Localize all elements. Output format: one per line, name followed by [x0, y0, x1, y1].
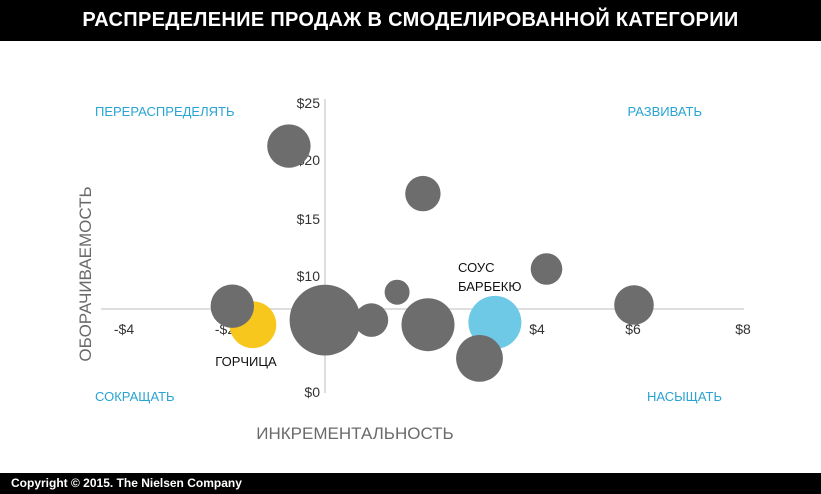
x-tick-label: -$4: [114, 321, 134, 337]
x-tick-label: $6: [625, 321, 641, 337]
bubble-point: [267, 124, 311, 168]
annotation-mustard: ГОРЧИЦА: [215, 354, 277, 369]
y-tick-label: $15: [297, 211, 321, 227]
x-tick-label: $4: [529, 321, 545, 337]
bubble-point: [405, 175, 441, 212]
y-axis-title: ОБОРАЧИВАЕМОСТЬ: [76, 186, 95, 361]
title-bar: РАСПРЕДЕЛЕНИЕ ПРОДАЖ В СМОДЕЛИРОВАННОЙ К…: [0, 0, 821, 41]
bubble-point: [614, 285, 654, 325]
quadrant-label-top-right: РАЗВИВАТЬ: [627, 104, 702, 119]
y-tick-label: $25: [297, 95, 321, 111]
bubble-point: [354, 303, 389, 337]
x-tick-label: $8: [735, 321, 751, 337]
bubble-point: [384, 279, 410, 305]
footer-bar: Copyright © 2015. The Nielsen Company: [0, 473, 821, 494]
y-tick-label: $0: [304, 384, 320, 400]
quadrant-label-bottom-left: СОКРАЩАТЬ: [95, 389, 175, 404]
y-tick-label: $10: [297, 268, 321, 284]
annotation-bbq-line-1: СОУС: [458, 260, 495, 275]
bubble-point: [530, 253, 563, 285]
bubble-point: [210, 284, 254, 328]
copyright-text: Copyright © 2015. The Nielsen Company: [11, 476, 242, 490]
bubble-point: [289, 284, 361, 356]
quadrant-label-bottom-right: НАСЫЩАТЬ: [647, 389, 722, 404]
page-title: РАСПРЕДЕЛЕНИЕ ПРОДАЖ В СМОДЕЛИРОВАННОЙ К…: [82, 9, 739, 31]
bubble-series: [210, 124, 654, 382]
bubble-point: [456, 335, 503, 382]
quadrant-label-top-left: ПЕРЕРАСПРЕДЕЛЯТЬ: [95, 104, 234, 119]
bubble-chart: ПЕРЕРАСПРЕДЕЛЯТЬ РАЗВИВАТЬ СОКРАЩАТЬ НАС…: [76, 95, 751, 443]
bubble-point: [401, 298, 455, 352]
x-axis-title: ИНКРЕМЕНТАЛЬНОСТЬ: [256, 424, 453, 443]
annotation-bbq: СОУС БАРБЕКЮ: [458, 260, 522, 294]
annotation-bbq-line-2: БАРБЕКЮ: [458, 279, 522, 294]
